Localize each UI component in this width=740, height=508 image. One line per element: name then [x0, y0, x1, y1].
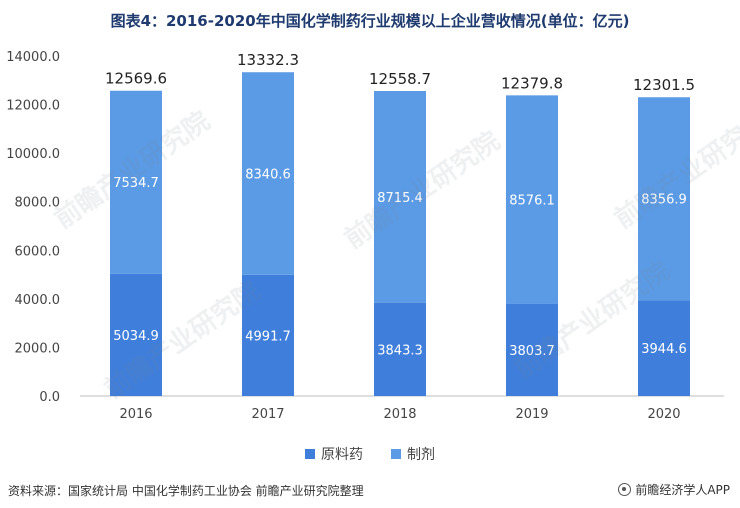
brand: 前瞻经济学人APP — [618, 481, 730, 498]
y-tick-label: 2000.0 — [15, 341, 61, 356]
bar-total-label: 12301.5 — [633, 76, 695, 94]
y-tick-label: 8000.0 — [15, 196, 61, 211]
bar-value-label: 8356.9 — [641, 193, 687, 208]
bar-total-label: 12569.6 — [105, 70, 167, 88]
x-tick-label: 2020 — [647, 407, 680, 422]
bar-segment-0 — [638, 300, 690, 396]
bar-value-label: 3803.7 — [509, 344, 555, 359]
brand-label: 前瞻经济学人APP — [635, 483, 730, 497]
legend-swatch-series-0 — [305, 449, 315, 459]
stacked-bar-chart: 0.0 2000.0 4000.0 6000.0 8000.0 10000.0 12000.… — [6, 50, 724, 422]
bar-value-label: 3944.6 — [641, 342, 687, 357]
x-tick-label: 2017 — [251, 407, 284, 422]
y-tick-label: 10000.0 — [6, 147, 60, 162]
bar-value-label: 5034.9 — [113, 329, 159, 344]
bar-value-label: 4991.7 — [245, 329, 291, 344]
legend-item-series-0: 原料药 — [305, 444, 363, 464]
x-tick-label: 2018 — [383, 407, 416, 422]
chart-legend: 原料药 制剂 — [0, 444, 740, 464]
y-tick-label: 6000.0 — [15, 244, 61, 259]
x-tick-label: 2016 — [119, 407, 152, 422]
source-note: 资料来源：国家统计局 中国化学制药工业协会 前瞻产业研究院整理 — [8, 484, 364, 498]
bar-segment-0 — [110, 273, 162, 396]
x-tick-label: 2019 — [515, 407, 548, 422]
chart-title: 图表4：2016-2020年中国化学制药行业规模以上企业营收情况(单位：亿元) — [110, 12, 630, 30]
bar-total-label: 12379.8 — [501, 74, 563, 92]
y-tick-label: 0.0 — [39, 390, 60, 405]
y-tick-label: 4000.0 — [15, 293, 61, 308]
y-tick-label: 14000.0 — [6, 50, 60, 65]
bar-segment-0 — [374, 302, 426, 396]
y-tick-label: 12000.0 — [6, 99, 60, 114]
bar-value-label: 3843.3 — [377, 343, 423, 358]
legend-label-series-1: 制剂 — [407, 447, 435, 463]
legend-item-series-1: 制剂 — [391, 444, 435, 464]
bar-segment-1 — [374, 91, 426, 303]
legend-label-series-0: 原料药 — [321, 447, 363, 463]
bar-value-label: 8576.1 — [509, 193, 555, 208]
bar-value-label: 8340.6 — [245, 167, 291, 182]
bar-total-label: 12558.7 — [369, 70, 431, 88]
bar-segment-1 — [638, 97, 690, 301]
bar-value-label: 8715.4 — [377, 191, 423, 206]
bar-segment-0 — [506, 303, 558, 396]
bar-segment-1 — [506, 95, 558, 304]
bar-segment-1 — [110, 90, 162, 274]
bar-segment-1 — [242, 72, 294, 275]
bar-segment-0 — [242, 274, 294, 396]
legend-swatch-series-1 — [391, 449, 401, 459]
bar-value-label: 7534.7 — [113, 176, 159, 191]
brand-logo-icon — [618, 483, 632, 496]
bar-total-label: 13332.3 — [237, 51, 299, 69]
